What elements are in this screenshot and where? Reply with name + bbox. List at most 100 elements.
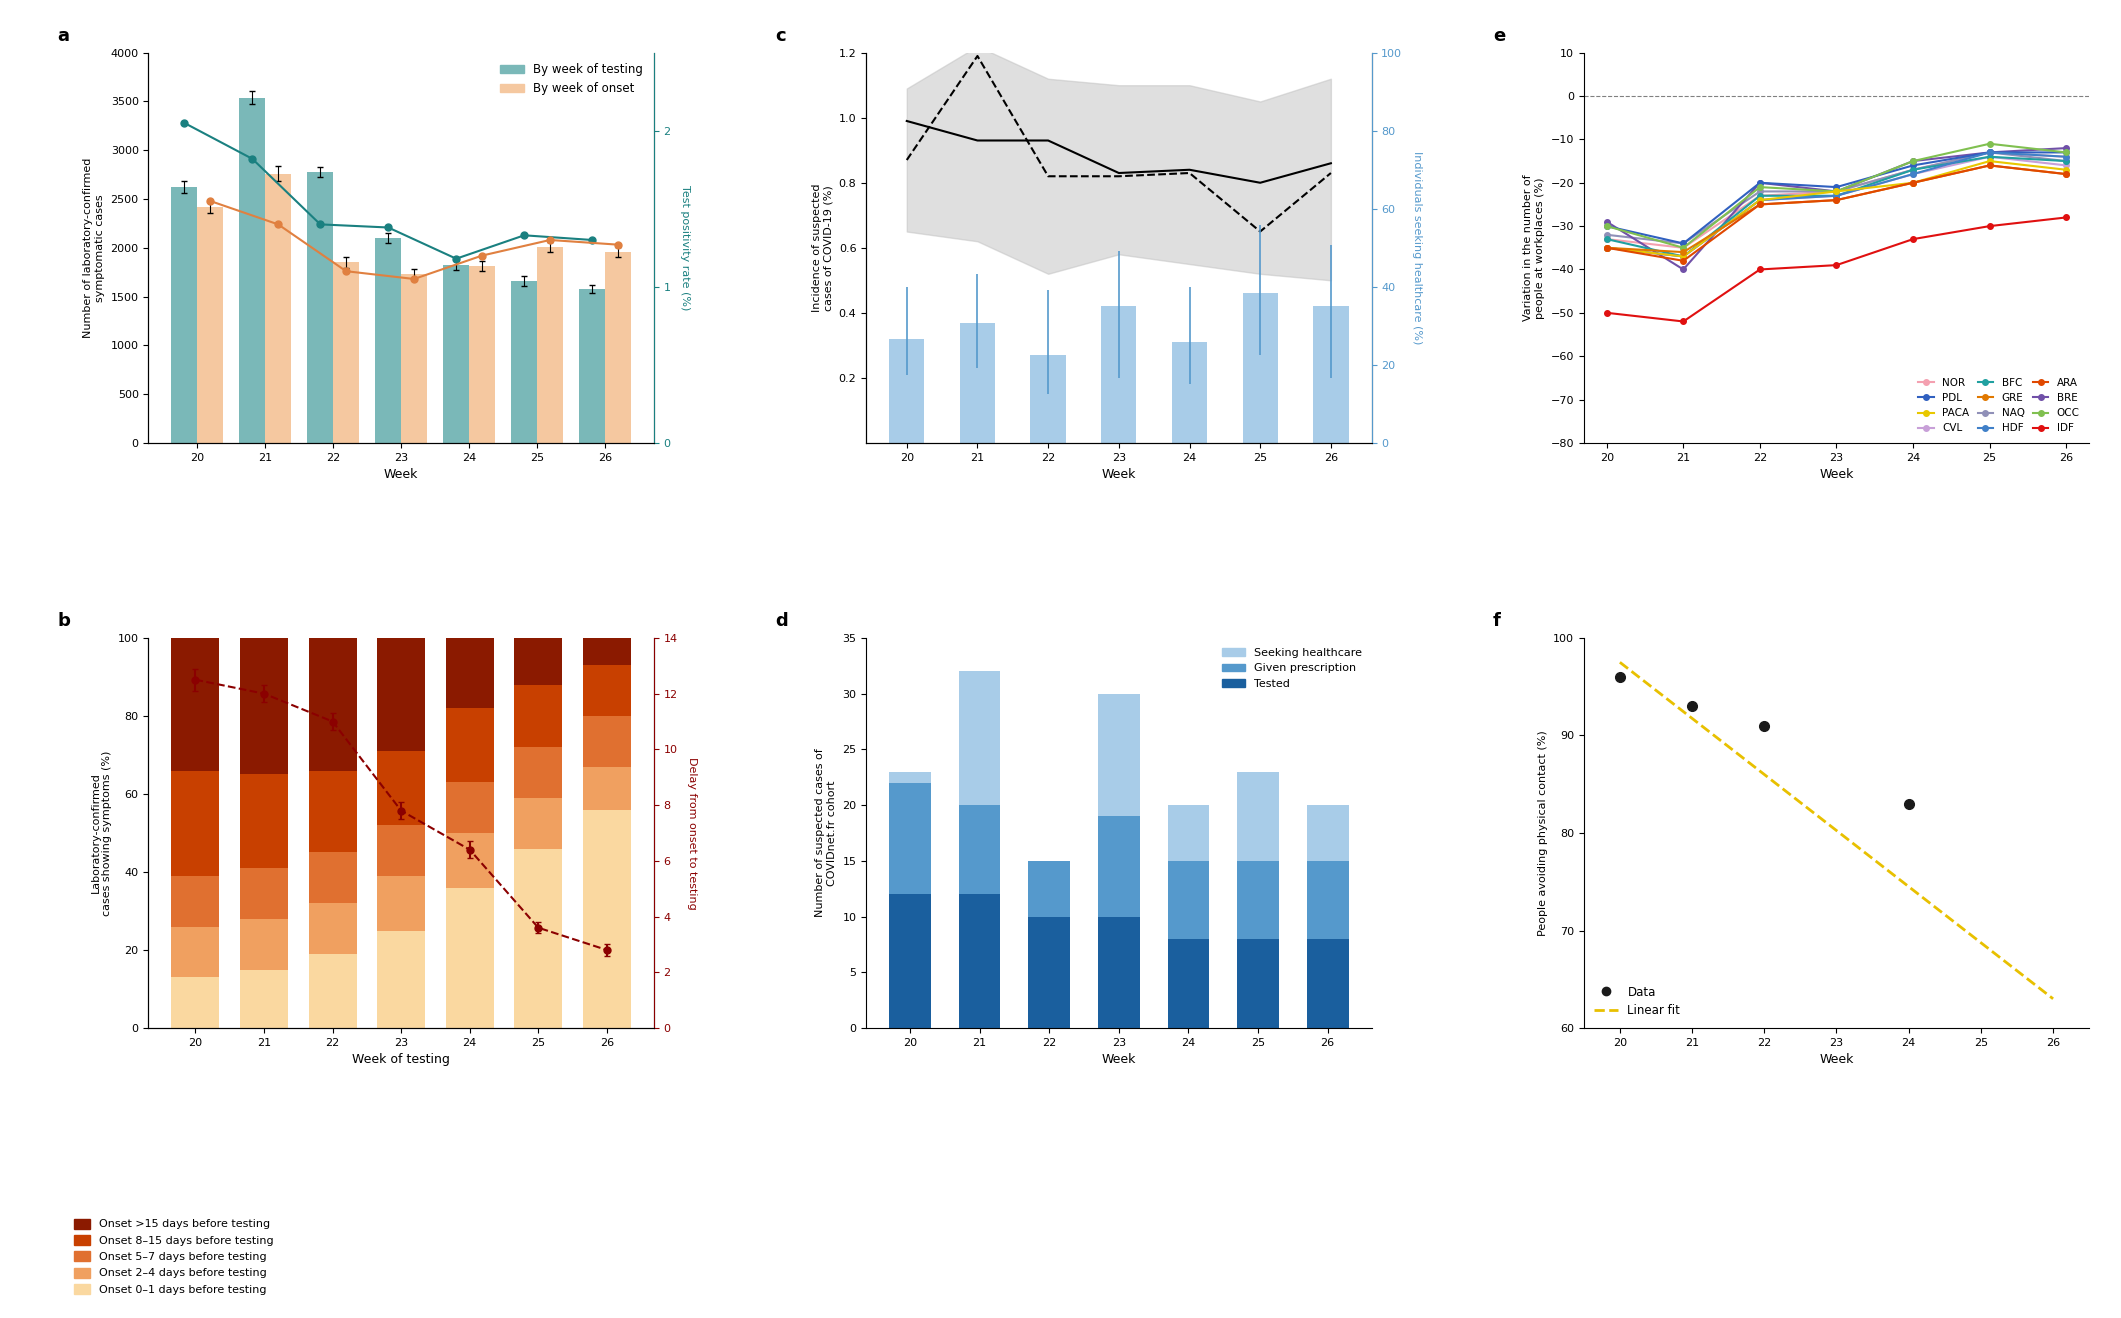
Line: ARA: ARA (1603, 162, 2068, 264)
Linear fit (1608, 655, 1633, 671)
Bar (265, 174, 291, 443)
Y-axis label: Laboratory-confirmed
cases showing symptoms (%): Laboratory-confirmed cases showing sympt… (91, 750, 112, 916)
Line: NAQ: NAQ (1603, 150, 2068, 246)
PACA (2053, 162, 2079, 178)
Bar (1167, 805, 1209, 861)
Bar (959, 805, 1001, 895)
Bar (889, 339, 925, 443)
OCC (1824, 183, 1850, 199)
Bar (1237, 938, 1279, 1028)
OCC (1748, 179, 1773, 195)
Bar (172, 187, 197, 443)
Legend: By week of testing, By week of onset: By week of testing, By week of onset (496, 58, 647, 100)
Line: PDL: PDL (1603, 150, 2068, 246)
PDL (2053, 145, 2079, 161)
Y-axis label: Individuals seeking healthcare (%): Individuals seeking healthcare (%) (1413, 152, 1421, 344)
Bar (1029, 861, 1071, 916)
Bar (513, 797, 562, 849)
Text: d: d (774, 612, 787, 630)
IDF (2053, 210, 2079, 225)
Bar (513, 849, 562, 1028)
Bar (1171, 343, 1207, 443)
HDF (1671, 249, 1697, 265)
Bar (579, 289, 604, 443)
ARA (1748, 196, 1773, 212)
Bar (513, 685, 562, 747)
Bar (1237, 861, 1279, 938)
HDF (1595, 240, 1620, 256)
GRE (1595, 240, 1620, 256)
Bar (172, 771, 218, 876)
Y-axis label: Number of laboratory-confirmed
symptomatic cases: Number of laboratory-confirmed symptomat… (83, 158, 106, 337)
CVL (1824, 188, 1850, 204)
Line: IDF: IDF (1603, 215, 2068, 324)
PDL (1900, 158, 1926, 174)
Y-axis label: Test positivity rate (%): Test positivity rate (%) (681, 185, 689, 311)
BFC (1824, 188, 1850, 204)
OCC (1595, 219, 1620, 235)
HDF (2053, 149, 2079, 165)
Bar (959, 671, 1001, 805)
IDF (1595, 304, 1620, 320)
GRE (1900, 175, 1926, 191)
NOR (1977, 145, 2002, 161)
Bar (1099, 816, 1139, 916)
Bar (1167, 938, 1209, 1028)
PACA (1671, 249, 1697, 265)
BRE (1595, 214, 1620, 229)
Bar (1167, 861, 1209, 938)
Bar (445, 887, 494, 1028)
Bar (1101, 306, 1137, 443)
PACA (1824, 183, 1850, 199)
Bar (378, 751, 424, 825)
OCC (2053, 145, 2079, 161)
Linear fit (2019, 974, 2045, 990)
Bar (308, 954, 356, 1028)
Bar (1243, 294, 1277, 443)
BRE (1977, 145, 2002, 161)
IDF (1977, 219, 2002, 235)
Bar (240, 970, 288, 1028)
Linear fit (1722, 743, 1748, 759)
Bar (378, 931, 424, 1028)
PDL (1748, 175, 1773, 191)
Bar (197, 207, 223, 443)
Text: a: a (57, 26, 70, 45)
Line: GRE: GRE (1603, 162, 2068, 254)
PDL (1977, 145, 2002, 161)
Linear fit (2040, 991, 2066, 1007)
Bar (172, 927, 218, 978)
Text: b: b (57, 612, 70, 630)
Bar (889, 771, 931, 783)
Text: c: c (774, 26, 785, 45)
Y-axis label: Incidence of suspected
cases of COVID-19 (%): Incidence of suspected cases of COVID-19… (812, 183, 834, 312)
Bar (445, 783, 494, 833)
Line: PACA: PACA (1603, 158, 2068, 260)
Bar (375, 239, 401, 443)
Bar (1031, 355, 1067, 443)
BRE (1748, 175, 1773, 191)
Bar (1307, 805, 1349, 861)
Bar (445, 833, 494, 887)
Bar (333, 262, 358, 443)
IDF (1824, 257, 1850, 273)
Y-axis label: People avoiding physical contact (%): People avoiding physical contact (%) (1538, 730, 1548, 936)
CVL (1595, 240, 1620, 256)
Bar (604, 252, 630, 443)
HDF (1900, 166, 1926, 182)
Bar (308, 903, 356, 954)
NOR (2053, 149, 2079, 165)
Linear fit (1625, 668, 1650, 684)
Bar (889, 783, 931, 895)
PDL (1595, 219, 1620, 235)
PDL (1671, 236, 1697, 252)
Bar (240, 638, 288, 775)
NAQ (1900, 162, 1926, 178)
NAQ (1824, 183, 1850, 199)
Line: OCC: OCC (1603, 141, 2068, 250)
Linear fit (2004, 962, 2030, 978)
NAQ (2053, 153, 2079, 169)
X-axis label: Week: Week (1820, 468, 1854, 481)
Bar (443, 265, 469, 443)
Bar (513, 638, 562, 685)
